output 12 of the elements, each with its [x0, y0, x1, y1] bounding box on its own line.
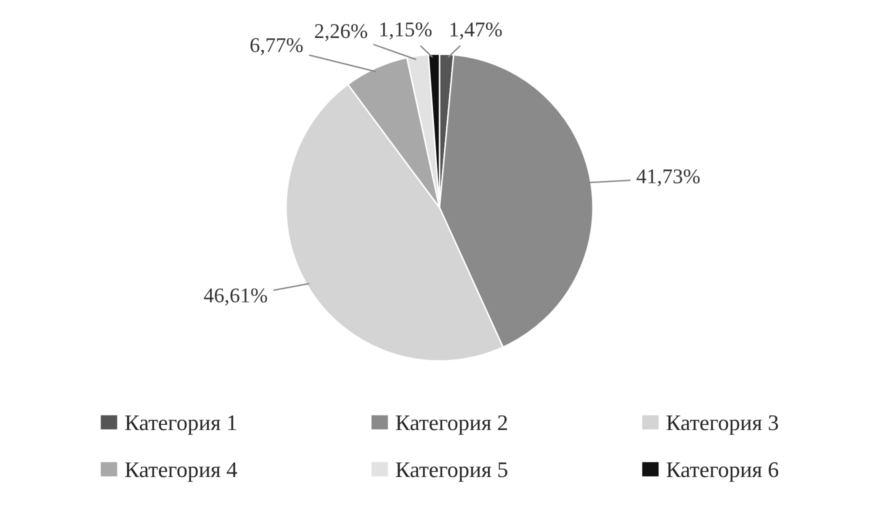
- data-label: 2,26%: [314, 24, 368, 42]
- legend-label: Категория 2: [396, 415, 507, 435]
- data-label: 41,73%: [636, 169, 700, 186]
- data-label: 1,47%: [450, 22, 502, 40]
- legend-label: Категория 5: [396, 462, 508, 482]
- data-label: 6,77%: [250, 38, 303, 56]
- legend-label: Категория 1: [125, 415, 236, 435]
- legend-label: Категория 6: [666, 462, 778, 482]
- data-label: 46,61%: [204, 288, 268, 306]
- data-label: 1,15%: [380, 22, 432, 40]
- legend-label: Категория 3: [666, 415, 778, 435]
- legend-label: Категория 4: [125, 462, 238, 482]
